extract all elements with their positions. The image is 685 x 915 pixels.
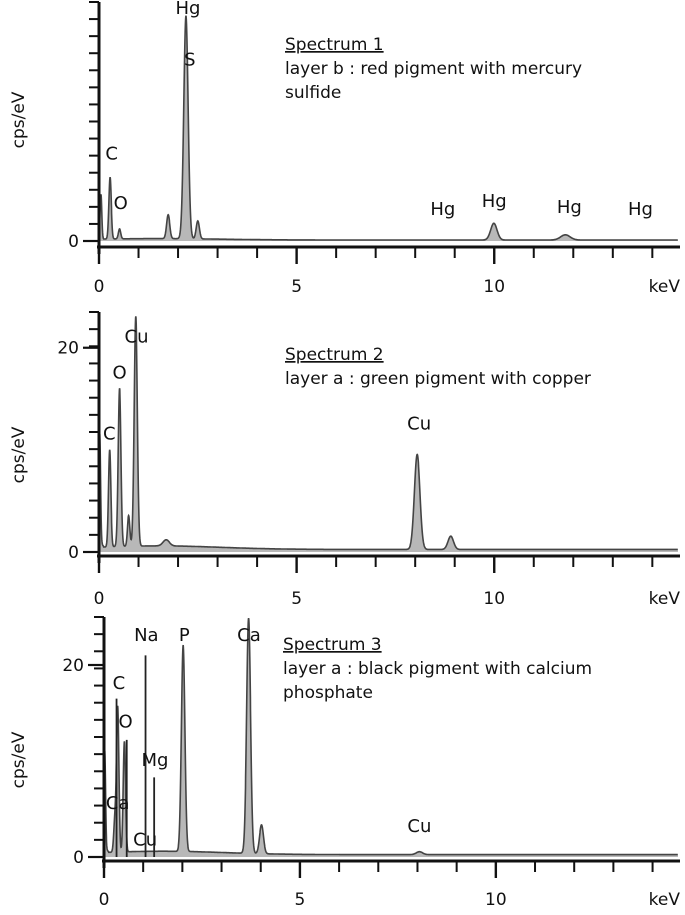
y-axis-label: cps/eV	[9, 426, 29, 483]
x-tick-label: 10	[483, 277, 505, 297]
spectrum-panel-1: 0 cps/eV 0 5 10 keV Hg S C O Hg Hg Hg Hg Spectrum 1 lay…	[9, 0, 680, 297]
x-tick-label: 5	[291, 277, 302, 297]
peak-label: Hg	[430, 199, 455, 220]
peak-label: C	[103, 424, 116, 445]
peak-label: Hg	[628, 199, 653, 220]
x-tick-label: 10	[485, 890, 507, 910]
peak-label: Cu	[407, 413, 431, 434]
y-tick-label: 0	[68, 232, 79, 252]
peak-label: C	[105, 143, 118, 164]
x-tick-label: 0	[94, 589, 105, 609]
y-axis-label: cps/eV	[9, 91, 29, 148]
spectrum-fill	[99, 316, 678, 552]
spectrum-subtitle: layer b : red pigment with mercury	[285, 59, 582, 79]
peak-label: O	[112, 362, 126, 383]
y-tick-label: 0	[73, 848, 84, 868]
y-tick-label: 20	[57, 339, 79, 359]
spectrum-line	[98, 15, 678, 241]
spectrum-fill	[104, 618, 678, 857]
x-tick-label: 10	[483, 589, 505, 609]
peak-label: O	[118, 711, 132, 732]
peak-label: Cu	[125, 327, 149, 348]
x-tick-label: 5	[295, 890, 306, 910]
peak-label: Na	[134, 625, 159, 646]
peak-label: Ca	[237, 625, 261, 646]
peak-label: Hg	[557, 197, 582, 218]
x-axis-label: keV	[649, 890, 681, 910]
spectrum-title: Spectrum 3	[283, 635, 382, 655]
x-tick-label: 0	[99, 890, 110, 910]
peak-label: S	[184, 50, 195, 71]
peak-label: O	[114, 193, 128, 214]
spectrum-subtitle: layer a : green pigment with copper	[285, 369, 591, 389]
peak-label: Hg	[175, 0, 200, 19]
peak-label: Cu	[407, 816, 431, 837]
spectrum-title: Spectrum 2	[285, 345, 384, 365]
y-axis-label: cps/eV	[9, 731, 29, 788]
spectrum-line	[103, 618, 678, 856]
peak-label: P	[179, 625, 190, 646]
peak-label: Hg	[482, 191, 507, 212]
y-tick-label: 0	[68, 543, 79, 563]
peak-label: C	[113, 673, 126, 694]
x-axis-label: keV	[649, 277, 681, 297]
spectrum-subtitle: sulfide	[285, 83, 341, 103]
peak-label: Ca	[106, 793, 130, 814]
spectrum-line	[98, 316, 678, 551]
spectrum-title: Spectrum 1	[285, 35, 384, 55]
x-axis-label: keV	[649, 589, 681, 609]
spectrum-subtitle: phosphate	[283, 683, 373, 703]
y-tick-label: 20	[62, 656, 84, 676]
peak-label: Cu	[133, 829, 157, 850]
x-tick-label: 5	[291, 589, 302, 609]
spectrum-subtitle: layer a : black pigment with calcium	[283, 659, 592, 679]
peak-label: Mg	[141, 750, 168, 771]
x-tick-label: 0	[94, 277, 105, 297]
spectrum-panel-2: 0 20 cps/eV 0 5 10 keV Cu O C Cu Spectrum 2 layer a …	[9, 311, 681, 609]
